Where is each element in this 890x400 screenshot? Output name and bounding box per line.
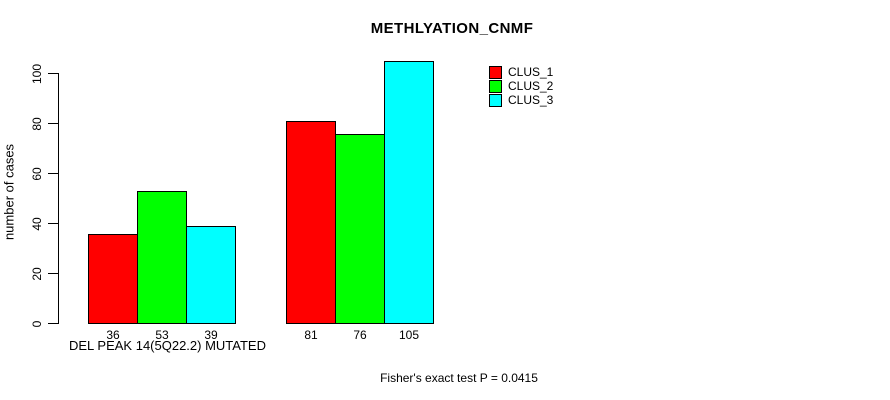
- legend-item-clus_2: CLUS_2: [489, 79, 553, 93]
- y-axis-tick: [48, 273, 58, 274]
- y-axis-tick-label: 40: [30, 216, 44, 231]
- chart-title: METHLYATION_CNMF: [370, 20, 534, 37]
- y-axis-tick: [48, 223, 58, 224]
- bar-value-label: 39: [204, 328, 218, 342]
- y-axis-tick: [48, 323, 58, 324]
- bar-value-label: 53: [155, 328, 169, 342]
- y-axis-tick-label: 80: [30, 116, 44, 131]
- bar-clus_3-group1: [186, 226, 236, 324]
- y-axis-tick: [48, 73, 58, 74]
- x-axis-label: DEL PEAK 14(5Q22.2) MUTATED: [69, 338, 266, 353]
- bar-value-label: 105: [398, 328, 420, 342]
- legend-swatch: [489, 93, 502, 107]
- y-axis-line: [58, 73, 59, 324]
- bar-clus_2-group2: [335, 133, 385, 324]
- y-axis-tick-label: 100: [30, 63, 44, 84]
- bar-clus_1-group2: [286, 121, 336, 324]
- legend-label: CLUS_1: [508, 65, 554, 79]
- legend-label: CLUS_3: [508, 93, 554, 107]
- legend-item-clus_3: CLUS_3: [489, 93, 553, 107]
- legend-item-clus_1: CLUS_1: [489, 65, 553, 79]
- y-axis-tick: [48, 123, 58, 124]
- y-axis-label: number of cases: [1, 143, 17, 241]
- legend: CLUS_1 CLUS_2 CLUS_3: [489, 65, 553, 107]
- bar-clus_1-group1: [88, 233, 138, 324]
- footnote: Fisher's exact test P = 0.0415: [380, 371, 538, 385]
- y-axis-tick-label: 20: [30, 266, 44, 281]
- y-axis-tick-label: 0: [30, 320, 44, 327]
- bar-value-label: 36: [106, 328, 120, 342]
- y-axis-tick: [48, 173, 58, 174]
- bar-value-label: 76: [353, 328, 367, 342]
- legend-label: CLUS_2: [508, 79, 554, 93]
- bar-clus_2-group1: [137, 191, 187, 324]
- legend-swatch: [489, 65, 502, 79]
- bar-clus_3-group2: [384, 61, 434, 324]
- legend-swatch: [489, 79, 502, 93]
- y-axis-tick-label: 60: [30, 166, 44, 181]
- bar-value-label: 81: [304, 328, 318, 342]
